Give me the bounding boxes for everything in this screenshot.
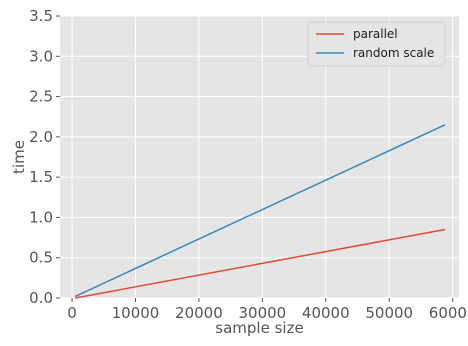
legend-box bbox=[307, 21, 446, 67]
y-tick-label: 0.5 bbox=[29, 249, 53, 267]
y-axis-label: time bbox=[10, 140, 28, 174]
series-line-parallel bbox=[75, 228, 446, 299]
y-axis-ticks: 0.0 0.5 1.0 1.5 2.0 2.5 3.0 3.5 bbox=[29, 7, 60, 307]
legend: parallel random scale bbox=[307, 21, 446, 67]
y-tick-label: 2.0 bbox=[29, 128, 53, 146]
legend-label-random-scale: random scale bbox=[353, 46, 434, 60]
y-tick-label: 3.0 bbox=[29, 47, 53, 65]
x-tick-label: 20000 bbox=[175, 304, 223, 322]
legend-label-parallel: parallel bbox=[353, 27, 398, 41]
y-tick-label: 2.5 bbox=[29, 88, 53, 106]
x-tick-label: 10000 bbox=[112, 304, 160, 322]
y-tick-label: 1.5 bbox=[29, 168, 53, 186]
x-axis-label: sample size bbox=[215, 319, 303, 337]
series-line-random-scale bbox=[74, 124, 446, 298]
series-lines bbox=[74, 124, 446, 299]
x-tick-label: 40000 bbox=[302, 304, 350, 322]
y-tick-label: 1.0 bbox=[29, 208, 53, 226]
grid-lines bbox=[60, 15, 459, 299]
y-tick-label: 3.5 bbox=[29, 7, 53, 25]
x-tick-label: 50000 bbox=[365, 304, 413, 322]
y-tick-label: 0.0 bbox=[29, 289, 53, 307]
x-tick-label: 30000 bbox=[238, 304, 286, 322]
x-tick-label: 0 bbox=[67, 304, 77, 322]
